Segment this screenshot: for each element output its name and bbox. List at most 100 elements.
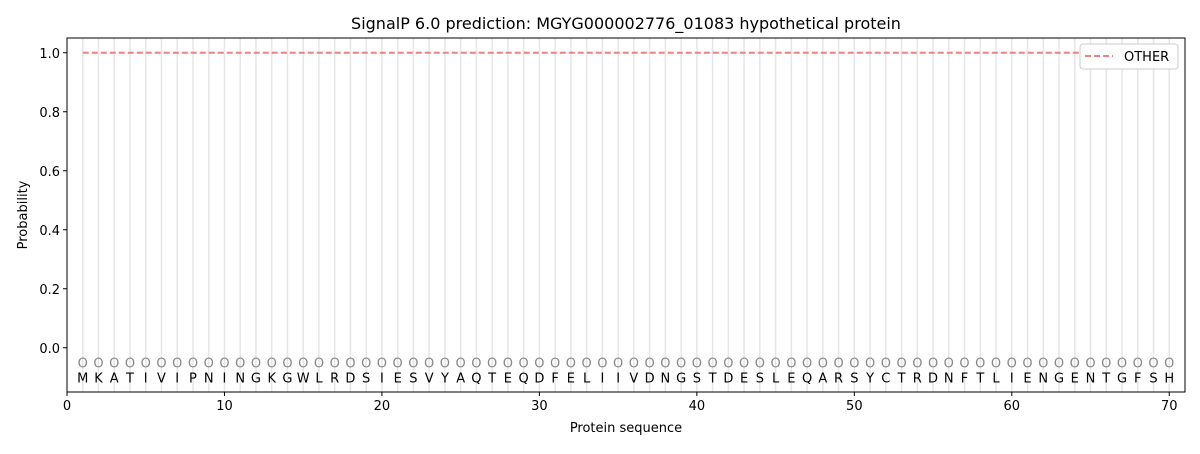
residue-label: S: [409, 371, 417, 386]
x-tick-label: 20: [374, 399, 391, 414]
predicted-label-mark: O: [408, 357, 418, 372]
residue-label: L: [315, 371, 323, 386]
x-axis-label: Protein sequence: [570, 421, 682, 436]
legend: OTHER: [1079, 43, 1179, 70]
residue-label: N: [1038, 371, 1048, 386]
predicted-label-mark: O: [723, 357, 733, 372]
predicted-label-mark: O: [1038, 357, 1048, 372]
x-tick-label: 30: [531, 399, 548, 414]
predicted-label-mark: O: [1164, 357, 1174, 372]
residue-label: G: [1054, 371, 1064, 386]
predicted-label-mark: O: [975, 357, 985, 372]
predicted-label-mark: O: [1117, 357, 1127, 372]
predicted-label-mark: O: [786, 357, 796, 372]
residue-label: N: [204, 371, 214, 386]
residue-label: D: [645, 371, 655, 386]
predicted-label-mark: O: [534, 357, 544, 372]
predicted-label-mark: O: [566, 357, 576, 372]
residue-label: E: [740, 371, 748, 386]
residue-label: F: [1134, 371, 1141, 386]
predicted-label-mark: O: [251, 357, 261, 372]
legend-label-other: OTHER: [1124, 50, 1169, 65]
predicted-label-mark: O: [456, 357, 466, 372]
predicted-label-mark: O: [865, 357, 875, 372]
predicted-label-mark: O: [440, 357, 450, 372]
residue-label: L: [992, 371, 1000, 386]
predicted-label-mark: O: [629, 357, 639, 372]
residue-label: E: [787, 371, 795, 386]
residue-label: E: [394, 371, 402, 386]
predicted-label-mark: O: [676, 357, 686, 372]
predicted-label-mark: O: [1070, 357, 1080, 372]
predicted-label-mark: O: [597, 357, 607, 372]
residue-label: R: [330, 371, 339, 386]
predicted-label-mark: O: [471, 357, 481, 372]
residue-label: M: [77, 371, 88, 386]
predicted-label-mark: O: [298, 357, 308, 372]
residue-label: A: [110, 371, 119, 386]
residue-label: V: [425, 371, 434, 386]
predicted-label-mark: O: [645, 357, 655, 372]
predicted-label-mark: O: [93, 357, 103, 372]
residue-label: G: [251, 371, 261, 386]
residue-label: S: [362, 371, 370, 386]
residue-label: C: [881, 371, 890, 386]
y-axis-label: Probability: [16, 180, 31, 249]
chart-title: SignalP 6.0 prediction: MGYG000002776_01…: [351, 14, 901, 34]
predicted-label-mark: O: [330, 357, 340, 372]
predicted-label-mark: O: [1148, 357, 1158, 372]
predicted-label-mark: O: [109, 357, 119, 372]
predicted-label-mark: O: [802, 357, 812, 372]
y-tick-label: 0.0: [39, 342, 60, 357]
residue-label: I: [1010, 371, 1014, 386]
y-tick-label: 0.8: [39, 106, 60, 121]
residue-label: R: [913, 371, 922, 386]
y-tick-label: 0.6: [39, 165, 60, 180]
residue-label: I: [144, 371, 148, 386]
residue-label: V: [629, 371, 638, 386]
residue-label: N: [660, 371, 670, 386]
residue-label: Y: [865, 371, 874, 386]
predicted-label-mark: O: [78, 357, 88, 372]
predicted-label-mark: O: [424, 357, 434, 372]
predicted-label-mark: O: [361, 357, 371, 372]
predicted-label-mark: O: [125, 357, 135, 372]
x-tick-label: 40: [689, 399, 706, 414]
predicted-label-mark: O: [944, 357, 954, 372]
predicted-label-mark: O: [487, 357, 497, 372]
residue-label: K: [267, 371, 276, 386]
residue-label: N: [944, 371, 954, 386]
residue-label: S: [756, 371, 764, 386]
predicted-label-mark: O: [550, 357, 560, 372]
predicted-label-mark: O: [692, 357, 702, 372]
predicted-label-mark: O: [912, 357, 922, 372]
residue-label: E: [504, 371, 512, 386]
residue-label: I: [175, 371, 179, 386]
x-tick-label: 60: [1004, 399, 1021, 414]
residue-label: G: [676, 371, 686, 386]
residue-label: T: [897, 371, 906, 386]
predicted-label-mark: O: [188, 357, 198, 372]
predicted-label-mark: O: [881, 357, 891, 372]
plot-frame: [66, 37, 1186, 393]
predicted-label-mark: O: [141, 357, 151, 372]
residue-label: T: [1101, 371, 1110, 386]
residue-label: G: [282, 371, 292, 386]
residue-label: Q: [519, 371, 529, 386]
predicted-label-mark: O: [1007, 357, 1017, 372]
predicted-label-mark: O: [818, 357, 828, 372]
predicted-label-mark: O: [345, 357, 355, 372]
predicted-label-mark: O: [172, 357, 182, 372]
predicted-label-mark: O: [991, 357, 1001, 372]
predicted-label-mark: O: [519, 357, 529, 372]
residue-label: I: [616, 371, 620, 386]
predicted-label-mark: O: [1133, 357, 1143, 372]
x-tick-label: 70: [1161, 399, 1178, 414]
residue-label: W: [297, 371, 310, 386]
predicted-label-mark: O: [1022, 357, 1032, 372]
predicted-label-mark: O: [833, 357, 843, 372]
predicted-label-mark: O: [739, 357, 749, 372]
residue-label: H: [1164, 371, 1174, 386]
